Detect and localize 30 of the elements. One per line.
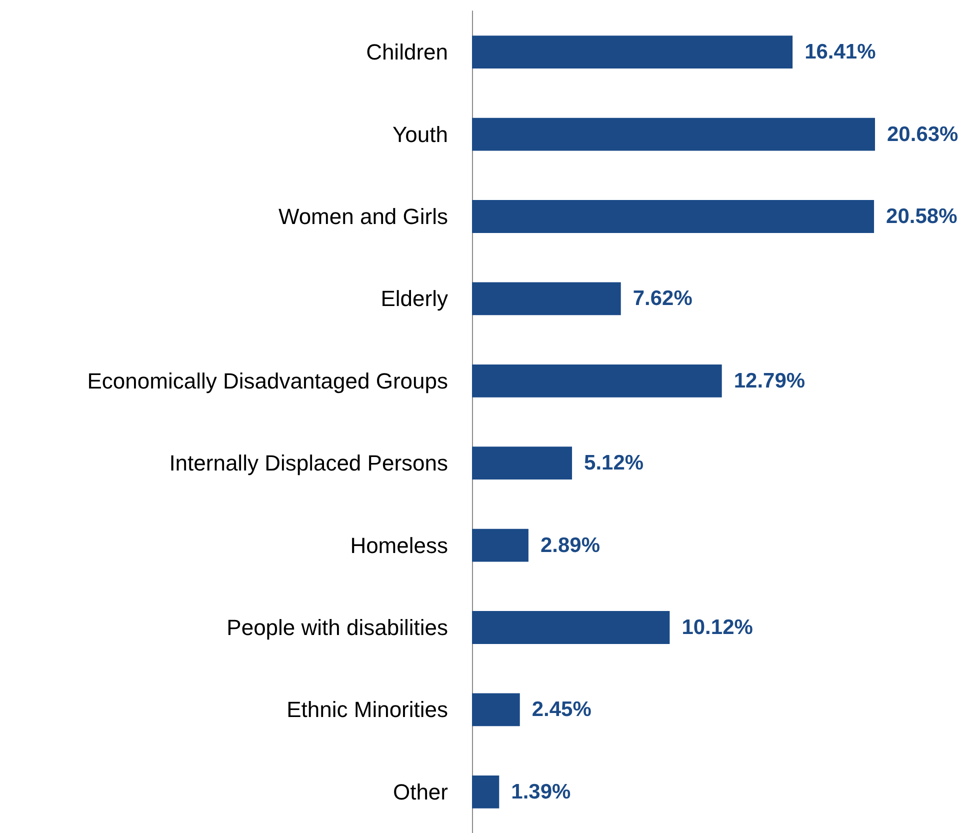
data-label: 12.79% bbox=[734, 369, 806, 392]
bar bbox=[472, 282, 621, 316]
y-tick-label: Economically Disadvantaged Groups bbox=[87, 368, 448, 394]
bar bbox=[472, 446, 572, 480]
data-label: 2.89% bbox=[540, 534, 600, 557]
y-tick-label: Other bbox=[392, 779, 448, 804]
bar bbox=[472, 775, 500, 808]
bar bbox=[472, 693, 520, 726]
y-tick-label: Women and Girls bbox=[278, 204, 448, 229]
data-label: 2.45% bbox=[532, 698, 592, 722]
data-label: 5.12% bbox=[584, 452, 644, 475]
y-tick-label: People with disabilities bbox=[226, 615, 448, 640]
y-tick-label: Internally Displaced Persons bbox=[169, 450, 448, 476]
y-tick-label: Homeless bbox=[350, 532, 448, 558]
data-label: 16.41% bbox=[804, 40, 876, 64]
bar bbox=[472, 118, 875, 151]
bar bbox=[472, 36, 793, 69]
data-label: 1.39% bbox=[511, 780, 572, 804]
data-label: 20.58% bbox=[886, 205, 958, 228]
bar bbox=[472, 200, 874, 233]
bar bbox=[472, 364, 722, 398]
bar bbox=[472, 528, 528, 562]
y-tick-label: Elderly bbox=[380, 286, 448, 312]
data-label: 7.62% bbox=[632, 287, 693, 310]
bar bbox=[472, 611, 670, 644]
data-label: 20.63% bbox=[887, 122, 959, 146]
data-label: 10.12% bbox=[682, 616, 754, 639]
y-tick-label: Children bbox=[366, 40, 448, 65]
y-tick-label: Youth bbox=[392, 122, 448, 147]
y-tick-label: Ethnic Minorities bbox=[286, 697, 448, 722]
